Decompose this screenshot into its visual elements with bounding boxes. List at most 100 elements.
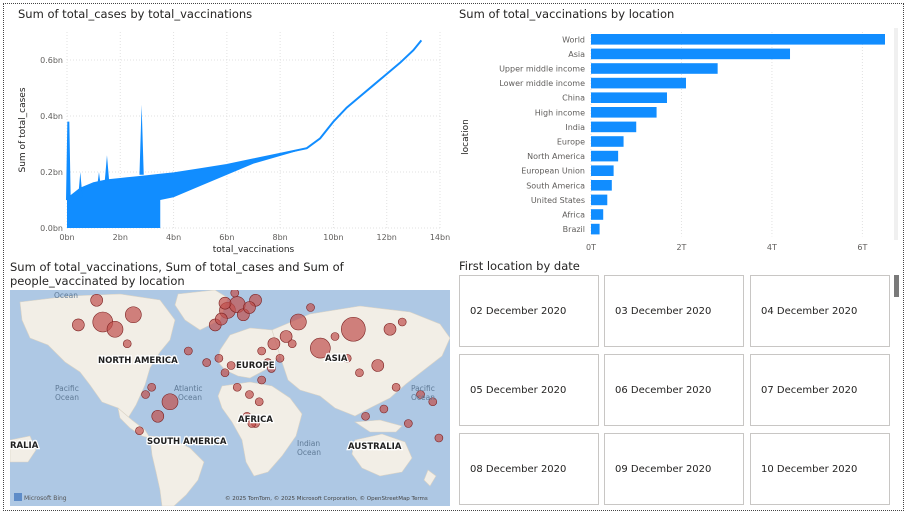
date-card[interactable]: 03 December 2020	[604, 275, 744, 347]
date-card[interactable]: 10 December 2020	[750, 433, 890, 505]
map-canvas[interactable]: NORTH AMERICA EUROPE ASIA AFRICA SOUTH A…	[10, 290, 450, 506]
map-bubble[interactable]	[254, 397, 264, 407]
map-bubble[interactable]	[226, 361, 236, 370]
bar[interactable]	[591, 48, 791, 60]
cards-scrollbar-thumb[interactable]	[894, 275, 899, 297]
category-label: United States	[531, 196, 585, 205]
map-bubble[interactable]	[202, 358, 211, 367]
bar[interactable]	[591, 77, 686, 89]
map-bubble[interactable]	[218, 296, 232, 310]
map-bubble[interactable]	[279, 330, 293, 343]
bar[interactable]	[591, 121, 637, 133]
north-america-shape	[19, 293, 176, 419]
date-card-value: 09 December 2020	[615, 464, 712, 475]
x-tick-label: 8bn	[273, 233, 288, 242]
line-chart-title: Sum of total_cases by total_vaccinations	[18, 7, 253, 21]
category-label: Lower middle income	[499, 79, 585, 88]
map-bubble[interactable]	[341, 316, 366, 342]
line-chart[interactable]: 0bn 2bn 4bn 6bn 8bn 10bn 12bn 14bn 0.0bn 0.2bn 0.4…	[10, 22, 450, 257]
map-bubble[interactable]	[90, 293, 103, 307]
date-card[interactable]: 02 December 2020	[459, 275, 599, 347]
map-bubble[interactable]	[267, 337, 281, 351]
bar[interactable]	[591, 34, 885, 45]
category-label: High income	[535, 108, 585, 117]
bar[interactable]	[591, 150, 619, 162]
map-bubble[interactable]	[215, 312, 228, 326]
x-tick-label: 0bn	[59, 233, 74, 242]
y-tick-label: 0.2bn	[40, 168, 63, 177]
category-label: South America	[526, 181, 585, 190]
area-spike	[104, 155, 110, 181]
map-bubble[interactable]	[245, 390, 254, 399]
map-bubble[interactable]	[257, 346, 266, 356]
map-bubble[interactable]	[397, 317, 407, 327]
map-bubble[interactable]	[310, 337, 331, 359]
map-bubble[interactable]	[242, 411, 252, 421]
bar[interactable]	[591, 180, 612, 191]
africa-shape	[217, 381, 303, 477]
map-bubble[interactable]	[391, 382, 401, 392]
indonesia-shape	[354, 419, 403, 433]
map-bubble[interactable]	[147, 382, 156, 392]
category-label: Upper middle income	[499, 65, 585, 74]
map-bubble[interactable]	[371, 359, 385, 372]
cards-scrollbar-track[interactable]	[892, 274, 900, 506]
map-bubble[interactable]	[243, 301, 256, 314]
date-card[interactable]: 07 December 2020	[750, 354, 890, 426]
map-bubble[interactable]	[72, 318, 85, 332]
map-bubble[interactable]	[122, 339, 132, 349]
map-attribution[interactable]: © 2025 TomTom, © 2025 Microsoft Corporat…	[225, 495, 428, 502]
map-bubble[interactable]	[355, 368, 364, 378]
south-america-shape	[149, 435, 205, 506]
bar[interactable]	[591, 107, 657, 118]
map-visual[interactable]: NORTH AMERICA EUROPE ASIA AFRICA SOUTH A…	[10, 290, 450, 506]
date-card[interactable]: 04 December 2020	[750, 275, 890, 347]
map-bubble[interactable]	[230, 290, 240, 298]
map-bubble[interactable]	[106, 320, 124, 338]
map-bubble[interactable]	[267, 364, 276, 373]
map-bubble[interactable]	[257, 375, 266, 385]
label-ocean-top: Ocean	[54, 291, 78, 300]
map-bubble[interactable]	[135, 426, 144, 436]
bar-chart[interactable]: 0T 2T 4T 6T World Asia Upper middle income Lowe…	[455, 22, 900, 257]
map-bubble[interactable]	[434, 433, 444, 443]
date-card[interactable]: 09 December 2020	[604, 433, 744, 505]
map-bubble[interactable]	[404, 419, 413, 428]
map-bubble[interactable]	[379, 404, 389, 414]
map-bubble[interactable]	[220, 368, 230, 378]
map-bubble[interactable]	[184, 346, 193, 356]
map-bubble[interactable]	[330, 332, 340, 341]
map-bubble[interactable]	[361, 411, 370, 421]
bar[interactable]	[591, 194, 608, 206]
map-bubble[interactable]	[290, 313, 307, 331]
bar[interactable]	[591, 165, 614, 176]
map-bubble[interactable]	[383, 322, 397, 336]
map-bubble[interactable]	[214, 353, 224, 363]
bar[interactable]	[591, 92, 667, 103]
map-bubble[interactable]	[125, 306, 142, 324]
map-bubble[interactable]	[232, 382, 242, 392]
map-bubble[interactable]	[306, 303, 315, 312]
map-bubble[interactable]	[275, 353, 285, 363]
bar[interactable]	[591, 136, 624, 147]
date-card[interactable]: 05 December 2020	[459, 354, 599, 426]
map-bubble[interactable]	[428, 397, 438, 407]
label-australia-partial: RALIA	[10, 441, 39, 451]
category-label: China	[562, 94, 585, 103]
map-bubbles[interactable]	[72, 290, 444, 443]
bar[interactable]	[591, 209, 604, 220]
label-asia: ASIA	[325, 354, 348, 364]
date-card[interactable]: 08 December 2020	[459, 433, 599, 505]
map-bubble[interactable]	[161, 393, 179, 411]
map-bubble[interactable]	[247, 419, 257, 428]
bar[interactable]	[591, 223, 600, 235]
date-card[interactable]: 06 December 2020	[604, 354, 744, 426]
map-bubble[interactable]	[287, 339, 297, 349]
map-bubble[interactable]	[416, 390, 425, 399]
map-bubble[interactable]	[151, 409, 165, 423]
bar[interactable]	[591, 63, 718, 74]
map-bubble[interactable]	[342, 353, 352, 363]
bar-scrollbar-track[interactable]	[894, 28, 898, 240]
report-canvas-border	[3, 3, 904, 511]
map-bubble[interactable]	[141, 390, 150, 399]
